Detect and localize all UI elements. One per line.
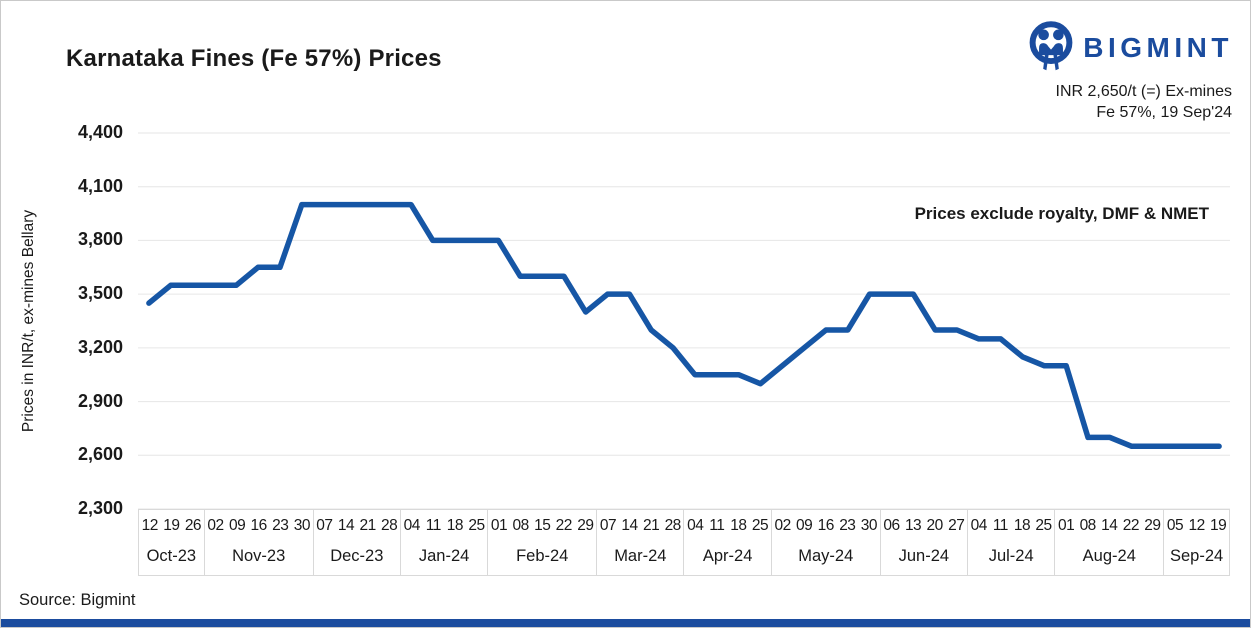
month-cell: 12 19 26 Oct-23	[139, 510, 204, 575]
date-tick-label: 29	[1144, 516, 1161, 534]
date-ticks-row: 02 09 16 23 30	[205, 510, 313, 541]
date-tick-label: 25	[751, 516, 769, 534]
date-tick-label: 26	[184, 516, 202, 534]
date-ticks-row: 07 14 21 28	[314, 510, 400, 541]
date-tick-label: 08	[512, 516, 530, 534]
date-tick-label: 19	[1210, 516, 1227, 534]
month-tick-label: Jan-24	[418, 547, 470, 565]
month-cell: 04 11 18 25 Jan-24	[399, 510, 487, 575]
month-tick-label: Nov-23	[232, 547, 286, 565]
date-ticks-row: 04 11 18 25	[968, 510, 1054, 541]
date-tick-label: 19	[163, 516, 180, 534]
date-tick-label: 11	[709, 516, 725, 534]
month-cell: 07 14 21 28 Mar-24	[596, 510, 683, 575]
date-tick-label: 18	[730, 516, 747, 534]
date-tick-label: 02	[207, 516, 224, 534]
date-tick-label: 13	[904, 516, 922, 534]
month-cell: 07 14 21 28 Dec-23	[312, 510, 400, 575]
date-tick-label: 09	[796, 516, 813, 534]
price-line-series	[146, 201, 1222, 450]
date-tick-label: 23	[272, 516, 289, 534]
date-tick-label: 04	[403, 516, 421, 534]
bigmint-logo-text: BIGMINT	[1083, 31, 1233, 63]
bigmint-logo: BIGMINT	[1028, 21, 1233, 74]
month-cell: 04 11 18 25 Jul-24	[967, 510, 1054, 575]
date-tick-label: 25	[468, 516, 485, 534]
month-tick-label: Sep-24	[1169, 547, 1224, 565]
month-cell: 05 12 19 Sep-24	[1163, 510, 1229, 575]
date-tick-label: 20	[926, 516, 944, 534]
date-tick-label: 05	[1166, 516, 1184, 534]
date-tick-label: 09	[228, 516, 246, 534]
month-tick-label: Mar-24	[614, 547, 667, 565]
date-tick-label: 07	[599, 516, 617, 534]
date-tick-label: 21	[642, 516, 660, 534]
month-tick-label: Oct-23	[146, 547, 197, 565]
date-tick-label: 16	[817, 516, 835, 534]
month-cell: 01 08 15 22 29 Feb-24	[487, 510, 596, 575]
date-tick-label: 12	[141, 516, 159, 534]
date-tick-label: 08	[1079, 516, 1097, 534]
date-tick-label: 18	[1013, 516, 1031, 534]
date-tick-label: 18	[446, 516, 464, 534]
date-ticks-row: 01 08 15 22 29	[488, 510, 596, 541]
bottom-accent-bar	[1, 619, 1250, 627]
date-tick-label: 30	[293, 516, 311, 534]
date-tick-label: 07	[316, 516, 333, 534]
month-tick-label: Apr-24	[702, 547, 753, 565]
bigmint-two-people-icon	[1029, 21, 1073, 71]
date-tick-label: 14	[337, 516, 355, 534]
annotation-price-line: INR 2,650/t (=) Ex-mines	[1055, 83, 1233, 100]
date-ticks-row: 06 13 20 27	[881, 510, 967, 541]
date-tick-label: 12	[1188, 516, 1205, 534]
month-tick-label: Jun-24	[898, 547, 950, 565]
date-tick-label: 23	[839, 516, 856, 534]
page-title: Karnataka Fines (Fe 57%) Prices	[66, 45, 442, 72]
royalty-note: Prices exclude royalty, DMF & NMET	[914, 204, 1209, 223]
month-cell: 06 13 20 27 Jun-24	[879, 510, 967, 575]
date-ticks-row: 05 12 19	[1164, 510, 1229, 541]
date-ticks-row: 02 09 16 23 30	[772, 510, 880, 541]
date-tick-label: 30	[860, 516, 878, 534]
date-tick-label: 01	[490, 516, 508, 534]
date-ticks-row: 04 11 18 25	[684, 510, 770, 541]
source-label: Source: Bigmint	[19, 591, 136, 609]
month-tick-label: Aug-24	[1082, 547, 1136, 565]
date-tick-label: 27	[948, 516, 965, 534]
date-tick-label: 06	[883, 516, 900, 534]
date-tick-label: 14	[1101, 516, 1118, 534]
date-tick-label: 16	[250, 516, 268, 534]
date-tick-label: 21	[359, 516, 376, 534]
date-tick-label: 11	[992, 516, 1009, 534]
month-cell: 02 09 16 23 30 May-24	[770, 510, 880, 575]
date-tick-label: 25	[1035, 516, 1052, 534]
month-tick-label: Dec-23	[330, 547, 384, 565]
date-tick-label: 04	[687, 516, 704, 534]
x-axis-band: 12 19 26 Oct-23 02 09 16 23 30 Nov-23 07 14 21 28 Dec-…	[138, 509, 1230, 576]
date-tick-label: 29	[577, 516, 594, 534]
date-ticks-row: 07 14 21 28	[597, 510, 683, 541]
date-ticks-row: 12 19 26	[139, 510, 204, 541]
month-cell: 02 09 16 23 30 Nov-23	[203, 510, 313, 575]
annotation-date-line: Fe 57%, 19 Sep'24	[1096, 104, 1232, 121]
date-tick-label: 04	[970, 516, 988, 534]
date-tick-label: 22	[555, 516, 573, 534]
date-tick-label: 14	[621, 516, 638, 534]
latest-price-annotation: INR 2,650/t (=) Ex-mines Fe 57%, 19 Sep'…	[1056, 81, 1233, 123]
month-tick-label: May-24	[798, 547, 854, 565]
date-tick-label: 28	[664, 516, 682, 534]
month-tick-label: Feb-24	[516, 547, 569, 565]
month-tick-label: Jul-24	[988, 547, 1034, 565]
date-tick-label: 01	[1057, 516, 1075, 534]
date-tick-label: 11	[425, 516, 442, 534]
date-tick-label: 28	[381, 516, 398, 534]
month-cell: 01 08 14 22 29 Aug-24	[1054, 510, 1163, 575]
date-tick-label: 22	[1122, 516, 1140, 534]
date-ticks-row: 01 08 14 22 29	[1055, 510, 1163, 541]
month-cell: 04 11 18 25 Apr-24	[683, 510, 770, 575]
date-tick-label: 15	[534, 516, 551, 534]
date-ticks-row: 04 11 18 25	[401, 510, 487, 541]
date-tick-label: 02	[774, 516, 791, 534]
